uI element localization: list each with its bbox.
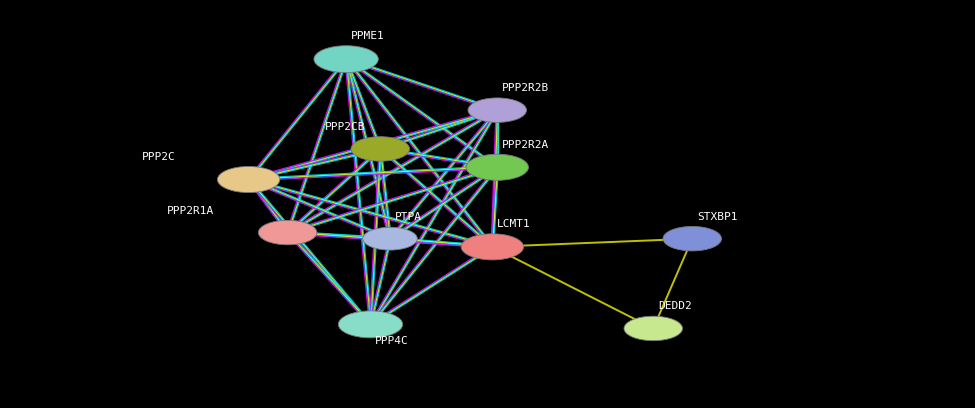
Text: PTPA: PTPA [395, 212, 422, 222]
Text: STXBP1: STXBP1 [697, 211, 738, 222]
Text: PPP2CB: PPP2CB [325, 122, 366, 132]
Circle shape [363, 227, 417, 250]
Circle shape [624, 316, 682, 341]
Circle shape [468, 98, 526, 122]
Circle shape [314, 46, 378, 73]
Circle shape [217, 166, 280, 193]
Circle shape [258, 220, 317, 245]
Circle shape [461, 234, 524, 260]
Text: PPP2C: PPP2C [141, 152, 176, 162]
Text: PPME1: PPME1 [351, 31, 385, 41]
Circle shape [663, 226, 722, 251]
Circle shape [351, 137, 410, 161]
Circle shape [338, 311, 403, 338]
Text: PPP4C: PPP4C [375, 335, 410, 346]
Text: PPP2R2A: PPP2R2A [502, 140, 549, 150]
Text: DEDD2: DEDD2 [658, 301, 692, 311]
Text: PPP2R2B: PPP2R2B [502, 83, 549, 93]
Text: PPP2R1A: PPP2R1A [168, 206, 214, 216]
Text: LCMT1: LCMT1 [497, 219, 531, 229]
Circle shape [466, 154, 528, 180]
